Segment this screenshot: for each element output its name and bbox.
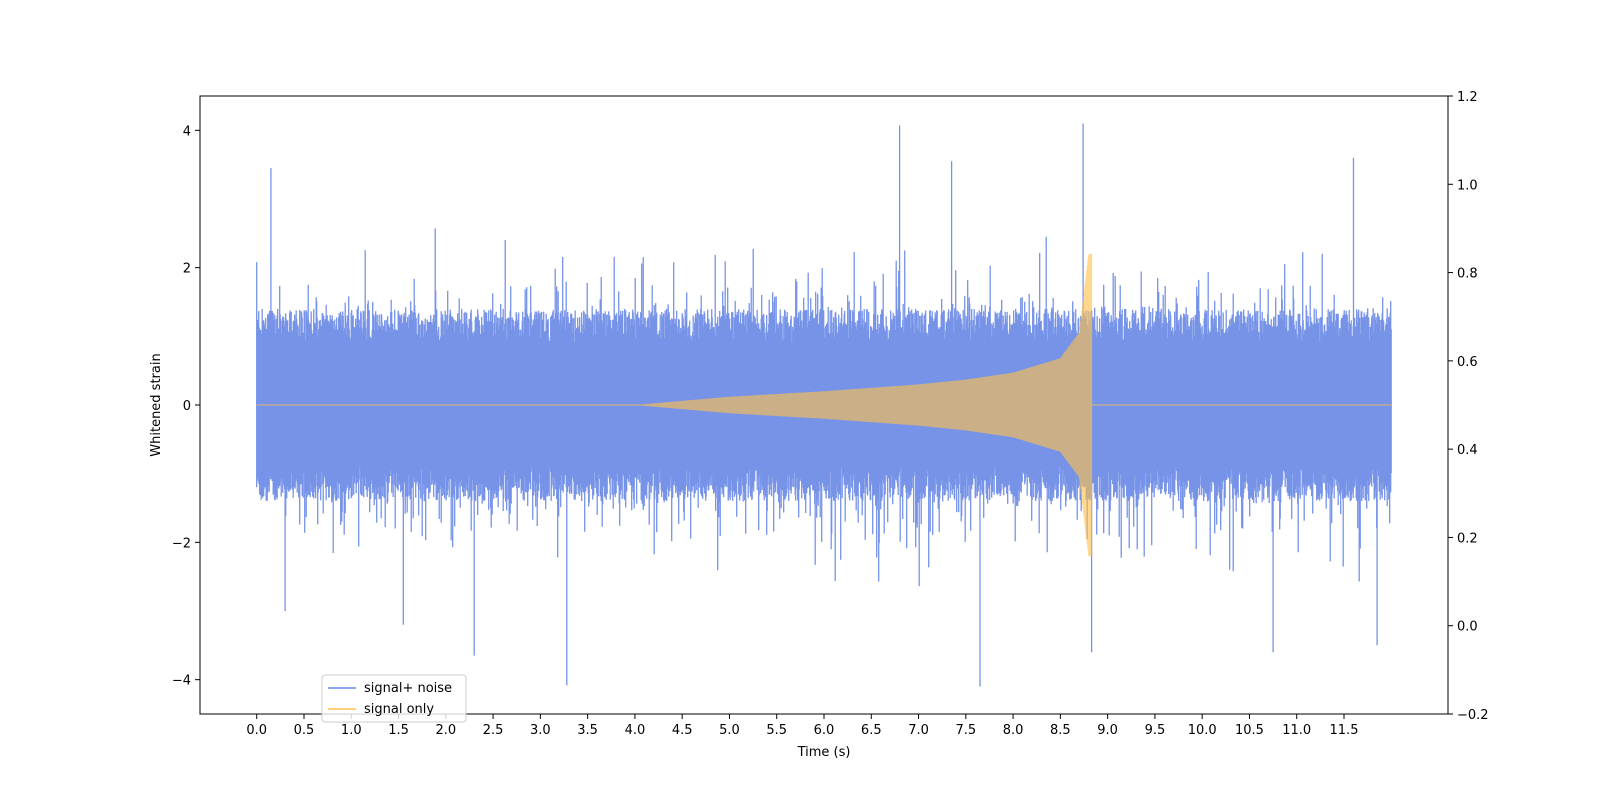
x-tick-label: 5.0 <box>719 723 740 738</box>
x-tick-label: 0.5 <box>294 723 315 738</box>
x-tick-label: 3.5 <box>577 723 598 738</box>
x-tick-label: 1.0 <box>341 723 362 738</box>
y-tick-label: 4 <box>183 124 191 139</box>
x-tick-label: 10.5 <box>1235 723 1264 738</box>
x-tick-label: 0.0 <box>246 723 267 738</box>
x-axis: 0.0 0.5 1.0 1.5 2.0 2.5 3.0 3.5 4.0 4.5 5.0 5.5 6.0 6… <box>246 714 1358 738</box>
y2-tick-label: −0.2 <box>1457 708 1489 723</box>
x-tick-label: 6.5 <box>861 723 882 738</box>
y-axis-right: −0.2 0.0 0.2 0.4 0.6 0.8 1.0 1.2 <box>1448 90 1489 723</box>
x-axis-label: Time (s) <box>797 745 851 760</box>
y-tick-label: −4 <box>172 674 191 689</box>
x-tick-label: 11.5 <box>1330 723 1359 738</box>
series-signal-only <box>256 253 1392 557</box>
x-tick-label: 2.5 <box>483 723 504 738</box>
x-tick-label: 2.0 <box>435 723 456 738</box>
y2-tick-label: 0.8 <box>1457 267 1478 282</box>
x-tick-label: 8.5 <box>1050 723 1071 738</box>
y-axis-label: Whitened strain <box>149 353 164 456</box>
legend-label-signal-only: signal only <box>364 702 434 717</box>
y2-tick-label: 0.6 <box>1457 355 1478 370</box>
x-tick-label: 6.0 <box>814 723 835 738</box>
y-axis-left: −4 −2 0 2 4 <box>172 124 200 689</box>
x-tick-label: 7.0 <box>908 723 929 738</box>
y2-tick-label: 0.0 <box>1457 620 1478 635</box>
x-tick-label: 10.0 <box>1188 723 1217 738</box>
x-tick-label: 3.0 <box>530 723 551 738</box>
legend: signal+ noise signal only <box>321 674 467 723</box>
y2-tick-label: 0.4 <box>1457 443 1478 458</box>
x-tick-label: 5.5 <box>766 723 787 738</box>
legend-label-signal-noise: signal+ noise <box>364 681 452 696</box>
series-layer <box>256 123 1392 687</box>
legend-box <box>321 674 467 723</box>
x-tick-label: 11.0 <box>1282 723 1311 738</box>
x-tick-label: 9.0 <box>1097 723 1118 738</box>
y-tick-label: −2 <box>172 536 191 551</box>
x-tick-label: 9.5 <box>1145 723 1166 738</box>
x-tick-label: 8.0 <box>1003 723 1024 738</box>
x-tick-label: 7.5 <box>955 723 976 738</box>
x-tick-label: 4.5 <box>672 723 693 738</box>
y2-tick-label: 1.2 <box>1457 90 1478 105</box>
y-tick-label: 2 <box>183 262 191 277</box>
y2-tick-label: 1.0 <box>1457 178 1478 193</box>
x-tick-label: 1.5 <box>388 723 409 738</box>
y2-tick-label: 0.2 <box>1457 531 1478 546</box>
plot-area <box>256 123 1392 687</box>
x-tick-label: 4.0 <box>625 723 646 738</box>
y-tick-label: 0 <box>183 399 191 414</box>
